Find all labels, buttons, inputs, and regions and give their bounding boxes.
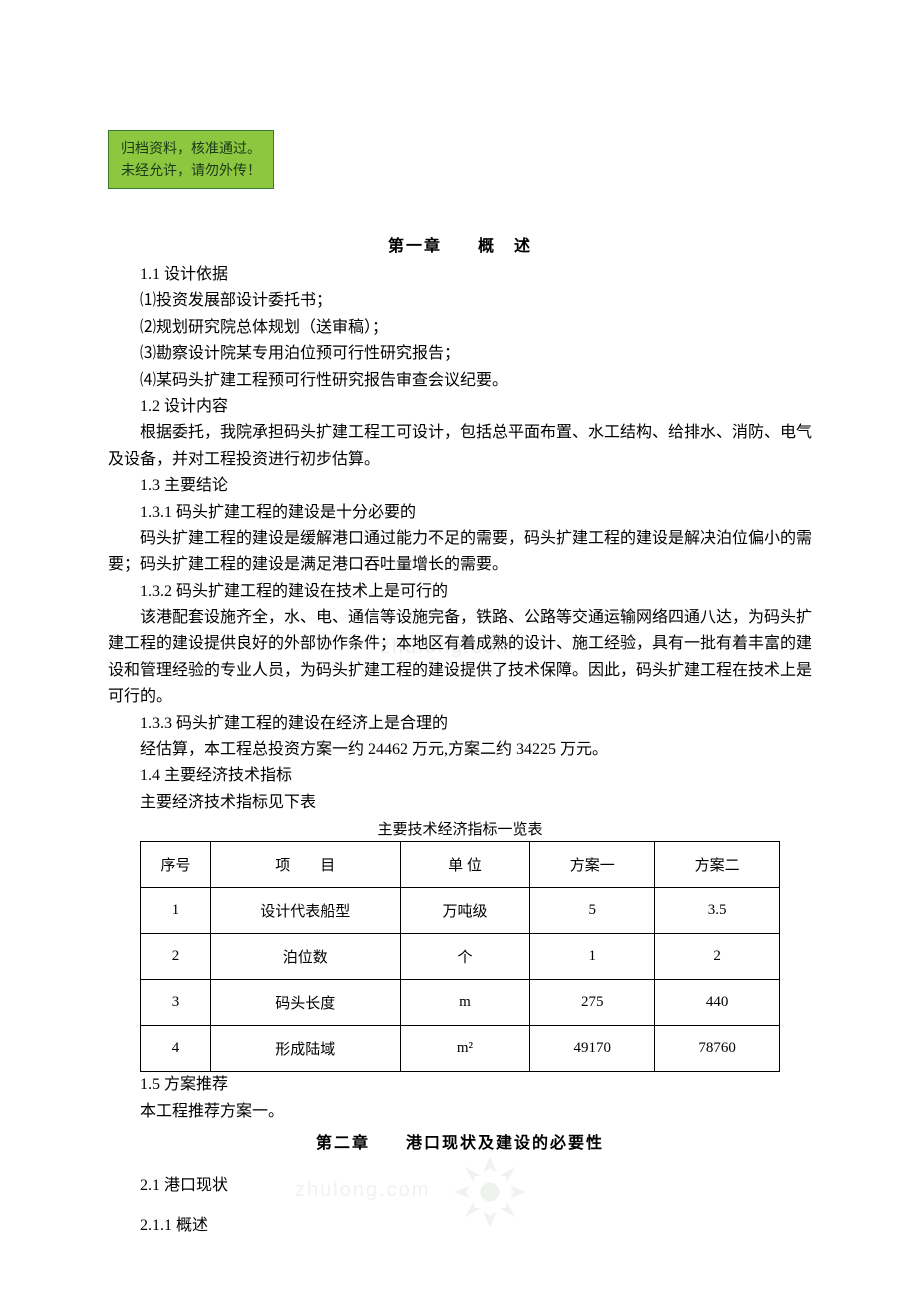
list-item: ⑵规划研究院总体规划（送审稿）；: [108, 315, 812, 341]
section-heading: 1.1 设计依据: [108, 262, 812, 288]
paragraph-text: 根据委托，我院承担码头扩建工程工可设计，包括总平面布置、水工结构、给排水、消防、…: [108, 420, 812, 473]
table-title: 主要技术经济指标一览表: [108, 818, 812, 839]
section-heading: 1.3 主要结论: [108, 473, 812, 499]
table-header-cell: 单 位: [400, 842, 530, 888]
table-row: 4 形成陆域 m² 49170 78760: [141, 1026, 780, 1072]
section-heading: 2.1 港口现状: [108, 1173, 812, 1199]
paragraph-text: 主要经济技术指标见下表: [108, 790, 812, 816]
subsection-heading: 1.3.2 码头扩建工程的建设在技术上是可行的: [108, 579, 812, 605]
table-cell: 万吨级: [400, 888, 530, 934]
table-cell: 3: [141, 980, 211, 1026]
subsection-heading: 1.3.1 码头扩建工程的建设是十分必要的: [108, 500, 812, 526]
subsection-heading: 1.3.3 码头扩建工程的建设在经济上是合理的: [108, 711, 812, 737]
paragraph-text: 码头扩建工程的建设是缓解港口通过能力不足的需要，码头扩建工程的建设是解决泊位偏小…: [108, 526, 812, 579]
table-cell: 78760: [655, 1026, 780, 1072]
table-header-cell: 项 目: [210, 842, 400, 888]
stamp-line: 归档资料，核准通过。: [121, 137, 261, 159]
list-item: ⑶勘察设计院某专用泊位预可行性研究报告；: [108, 341, 812, 367]
table-row: 1 设计代表船型 万吨级 5 3.5: [141, 888, 780, 934]
table-cell: 5: [530, 888, 655, 934]
chapter-title: 第一章 概 述: [108, 232, 812, 256]
paragraph-text: 经估算，本工程总投资方案一约 24462 万元,方案二约 34225 万元。: [108, 737, 812, 763]
table-cell: 设计代表船型: [210, 888, 400, 934]
table-cell: 49170: [530, 1026, 655, 1072]
table-header-cell: 序号: [141, 842, 211, 888]
table-cell: 码头长度: [210, 980, 400, 1026]
table-header-cell: 方案二: [655, 842, 780, 888]
table-cell: 泊位数: [210, 934, 400, 980]
list-item: ⑴投资发展部设计委托书；: [108, 288, 812, 314]
paragraph-text: 该港配套设施齐全，水、电、通信等设施完备，铁路、公路等交通运输网络四通八达，为码…: [108, 605, 812, 711]
indicators-table: 序号 项 目 单 位 方案一 方案二 1 设计代表船型 万吨级 5 3.5 2 …: [140, 841, 780, 1072]
table-cell: 1: [530, 934, 655, 980]
table-cell: m²: [400, 1026, 530, 1072]
archive-stamp: 归档资料，核准通过。 未经允许，请勿外传！: [108, 130, 274, 189]
table-cell: 形成陆域: [210, 1026, 400, 1072]
table-cell: m: [400, 980, 530, 1026]
table-cell: 275: [530, 980, 655, 1026]
table-row: 3 码头长度 m 275 440: [141, 980, 780, 1026]
table-cell: 2: [141, 934, 211, 980]
table-cell: 440: [655, 980, 780, 1026]
table-cell: 1: [141, 888, 211, 934]
list-item: ⑷某码头扩建工程预可行性研究报告审查会议纪要。: [108, 368, 812, 394]
table-cell: 2: [655, 934, 780, 980]
table-header-cell: 方案一: [530, 842, 655, 888]
chapter-title: 第二章 港口现状及建设的必要性: [108, 1129, 812, 1153]
table-cell: 4: [141, 1026, 211, 1072]
section-heading: 1.5 方案推荐: [108, 1072, 812, 1098]
section-heading: 1.2 设计内容: [108, 394, 812, 420]
table-row: 2 泊位数 个 1 2: [141, 934, 780, 980]
paragraph-text: 本工程推荐方案一。: [108, 1099, 812, 1125]
table-cell: 3.5: [655, 888, 780, 934]
table-header-row: 序号 项 目 单 位 方案一 方案二: [141, 842, 780, 888]
subsection-heading: 2.1.1 概述: [108, 1213, 812, 1239]
document-body: 第一章 概 述 1.1 设计依据 ⑴投资发展部设计委托书； ⑵规划研究院总体规划…: [108, 232, 812, 1240]
table-cell: 个: [400, 934, 530, 980]
section-heading: 1.4 主要经济技术指标: [108, 763, 812, 789]
stamp-line: 未经允许，请勿外传！: [121, 159, 261, 181]
